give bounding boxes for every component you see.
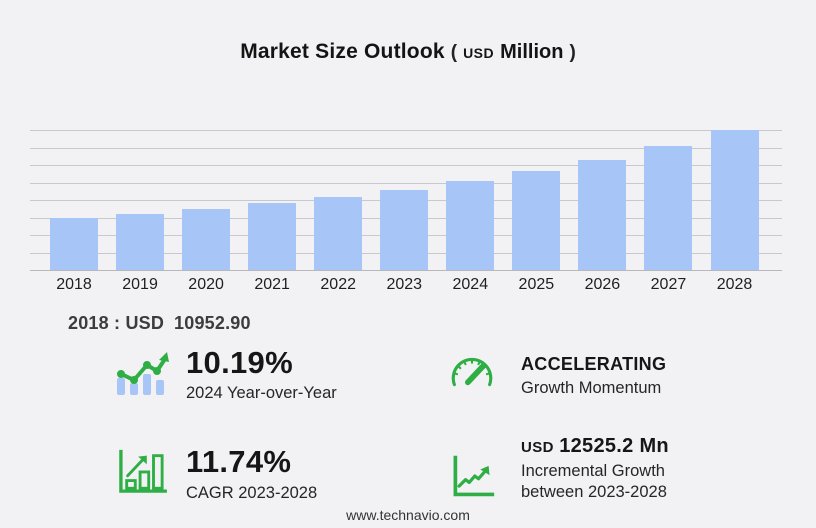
stat-cagr-value: 11.74% xyxy=(186,444,292,479)
x-tick-label-2019: 2019 xyxy=(122,276,158,293)
gridline xyxy=(30,165,782,166)
stat-incremental-currency: USD xyxy=(521,439,554,456)
title-open-paren: ( xyxy=(450,42,458,63)
title-scale: Million xyxy=(500,41,564,63)
bar-2020 xyxy=(182,209,231,270)
stat-incremental-amount: 12525.2 Mn xyxy=(559,435,669,457)
stat-incremental-value: USD 12525.2 Mn xyxy=(521,436,669,458)
website-link[interactable]: www.technavio.com xyxy=(346,507,470,523)
stat-incremental-label-line2: between 2023-2028 xyxy=(521,483,667,501)
x-tick-label-2022: 2022 xyxy=(320,276,356,293)
bar-2024 xyxy=(446,181,495,270)
x-tick-label-2021: 2021 xyxy=(254,276,290,293)
baseline-note-value: 10952.90 xyxy=(174,313,251,333)
x-tick-label-2018: 2018 xyxy=(56,276,92,293)
bar-2026 xyxy=(578,160,627,270)
gridline xyxy=(30,130,782,131)
gridline xyxy=(30,147,782,149)
x-axis-labels: 2018 2019 2020 2021 2022 2023 2024 2025 2026 2027… xyxy=(30,276,782,298)
x-tick-label-2020: 2020 xyxy=(188,276,224,293)
stat-yoy-label: 2024 Year-over-Year xyxy=(186,384,337,402)
x-tick-label-2023: 2023 xyxy=(386,276,423,293)
bar-growth-outline-icon xyxy=(119,449,167,493)
title-main: Market Size Outlook xyxy=(240,40,445,63)
baseline-note: 2018 : USD 10952.90 xyxy=(68,313,251,334)
bar-2023 xyxy=(380,190,429,270)
title-close-paren: ) xyxy=(569,42,576,63)
page-title: Market Size Outlook ( USD Million ) xyxy=(0,40,816,64)
x-tick-label-2028: 2028 xyxy=(716,276,753,293)
bar-chart-trend-icon xyxy=(117,352,169,395)
bar-2019 xyxy=(116,214,165,270)
x-tick-label-2025: 2025 xyxy=(518,276,555,293)
bar-2018 xyxy=(50,218,98,270)
stat-yoy-value: 10.19% xyxy=(186,345,293,380)
bar-2022 xyxy=(314,197,363,270)
stat-momentum-label: Growth Momentum xyxy=(521,379,662,397)
title-currency: USD xyxy=(463,45,495,61)
x-tick-label-2027: 2027 xyxy=(650,276,687,293)
bar-2027 xyxy=(644,146,693,270)
x-tick-label-2026: 2026 xyxy=(584,276,621,293)
bar-2028 xyxy=(710,130,759,270)
x-tick-label-2024: 2024 xyxy=(452,276,489,293)
stat-incremental-label-line1: Incremental Growth xyxy=(521,462,665,480)
bar-2025 xyxy=(512,171,561,270)
stat-cagr-label: CAGR 2023-2028 xyxy=(186,484,318,502)
bar-2021 xyxy=(248,203,297,270)
bar-chart-plot xyxy=(30,130,782,271)
x-axis-line xyxy=(30,270,782,271)
baseline-note-label: 2018 : USD xyxy=(68,313,165,333)
speedometer-icon xyxy=(451,357,493,387)
gridline xyxy=(30,182,782,184)
axes-growth-icon xyxy=(453,455,495,497)
stat-momentum-value: ACCELERATING xyxy=(521,354,667,374)
